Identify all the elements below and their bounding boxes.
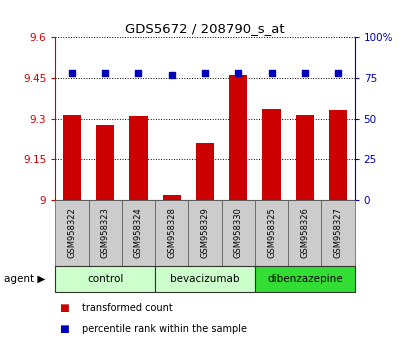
- Point: [135, 70, 142, 76]
- Bar: [162, 195, 180, 200]
- Text: GSM958326: GSM958326: [299, 207, 308, 258]
- Text: GSM958327: GSM958327: [333, 207, 342, 258]
- Point: [234, 70, 241, 76]
- Point: [334, 70, 340, 76]
- Text: GSM958325: GSM958325: [266, 207, 275, 258]
- Text: control: control: [87, 274, 123, 284]
- Point: [201, 70, 208, 76]
- Text: GSM958324: GSM958324: [134, 207, 143, 258]
- Bar: [63, 115, 81, 200]
- Point: [102, 70, 108, 76]
- Text: ■: ■: [59, 324, 69, 333]
- Point: [301, 70, 307, 76]
- Text: bevacizumab: bevacizumab: [170, 274, 239, 284]
- Text: GSM958323: GSM958323: [101, 207, 110, 258]
- Text: GSM958322: GSM958322: [67, 207, 76, 258]
- Bar: [129, 116, 147, 200]
- Bar: [328, 110, 346, 200]
- Title: GDS5672 / 208790_s_at: GDS5672 / 208790_s_at: [125, 22, 284, 35]
- Text: GSM958330: GSM958330: [233, 207, 242, 258]
- Text: dibenzazepine: dibenzazepine: [266, 274, 342, 284]
- Point: [69, 70, 75, 76]
- Bar: [295, 115, 313, 200]
- Bar: [96, 125, 114, 200]
- Bar: [196, 143, 213, 200]
- Text: transformed count: transformed count: [82, 303, 172, 313]
- Text: percentile rank within the sample: percentile rank within the sample: [82, 324, 246, 333]
- Bar: [262, 109, 280, 200]
- Text: ■: ■: [59, 303, 69, 313]
- Bar: [229, 75, 247, 200]
- Point: [267, 70, 274, 76]
- Text: GSM958329: GSM958329: [200, 207, 209, 258]
- Text: GSM958328: GSM958328: [167, 207, 176, 258]
- Text: agent ▶: agent ▶: [4, 274, 45, 284]
- Point: [168, 72, 175, 78]
